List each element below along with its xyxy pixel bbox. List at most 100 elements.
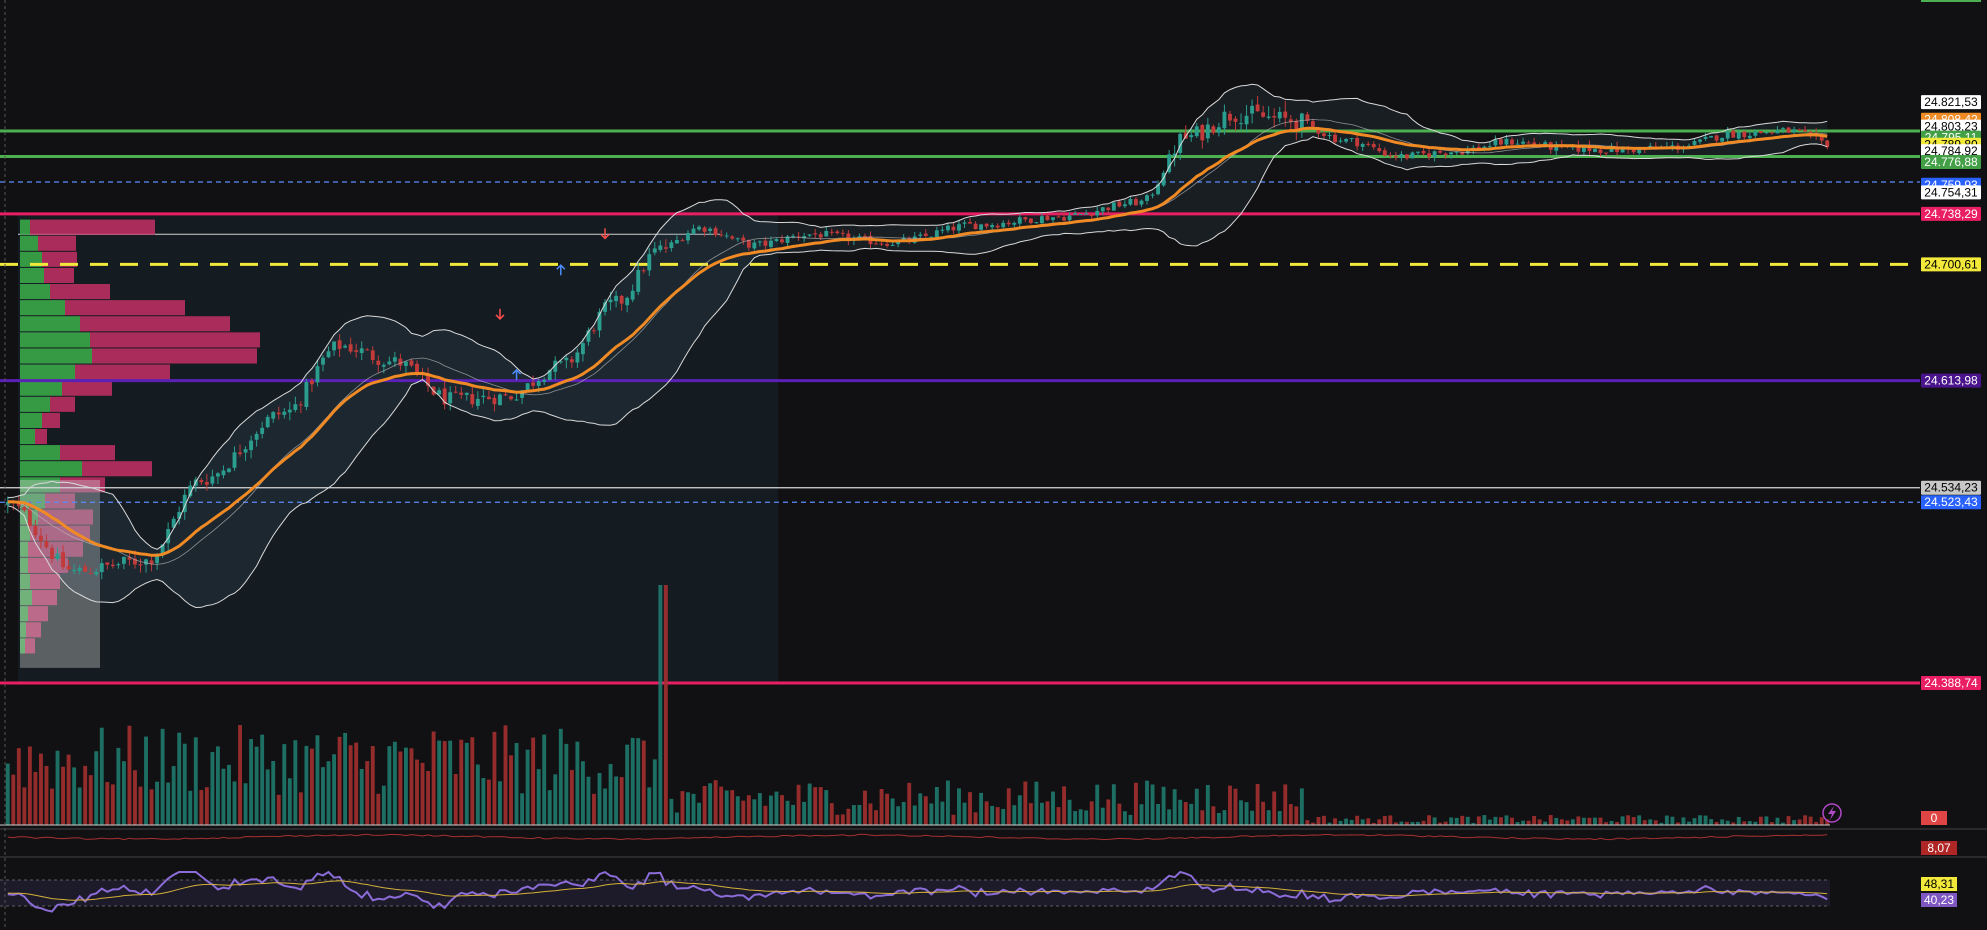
candle-body [1493,139,1498,146]
volume-bar [243,783,248,825]
profile-buy-bar [20,267,44,284]
price-label-bg [1921,257,1981,272]
profile-sell-bar [92,348,257,364]
candle-body [437,390,442,395]
candle-body [144,559,148,565]
candle-body [1122,204,1127,207]
candle-body [1709,136,1714,138]
candle-body [155,554,160,564]
profile-buy-bar [20,364,75,380]
candle-body [392,357,397,362]
price-label: 24.784,92 [1921,144,1981,159]
candle-body [691,228,696,235]
candle-body [50,547,54,559]
candle-body [509,396,513,400]
volume-bar [1504,815,1509,825]
profile-sell-bar [80,316,230,332]
profile-buy-bar [20,590,32,606]
profile-buy-bar [20,573,30,590]
volume-bar [896,806,901,825]
volume-bar [934,787,939,825]
candle-body [918,234,923,236]
volume-bar [1808,816,1813,825]
candle-body [459,392,464,395]
profile-sell-bar [60,445,115,461]
indicator-value-label-text: 8,07 [1927,841,1951,855]
candle-body [603,302,607,312]
signal-arrow-up [556,264,566,276]
volume-bar [492,731,497,825]
profile-buy-bar [20,332,90,348]
candle-body [1360,143,1365,147]
volume-bar [1587,817,1592,825]
profile-sell-bar [38,509,93,525]
candle-body [1283,111,1288,118]
profile-buy-bar [20,396,50,412]
price-label-text: 24.523,43 [1924,495,1978,509]
candle-body [492,397,497,405]
volume-bar [818,787,823,825]
volume-zero-label-bg [1921,811,1947,825]
volume-bar [94,751,99,825]
candle-body [1028,218,1033,223]
volume-bar [1305,820,1310,825]
volume-bar [459,739,464,825]
candle-body [249,440,254,451]
volume-bar [1360,819,1365,825]
candle-body [1172,153,1177,157]
candle-body [1205,124,1210,139]
candle-body [215,473,220,477]
volume-bar [359,768,364,825]
volume-bar [1122,811,1127,825]
bollinger-upper [7,83,1828,550]
volume-bar [1095,784,1100,825]
volume-bar [1178,799,1183,825]
profile-sell-bar [25,638,35,654]
price-label: 24.534,23 [1921,480,1981,495]
candle-body [227,468,231,472]
candle-body [1228,113,1232,121]
signal-arrow-up [512,368,522,380]
volume-bar [1499,817,1503,825]
ema-curve [7,126,1828,557]
volume-bar [824,790,829,825]
volume-bar [337,736,342,825]
volume-bar [1333,818,1337,825]
candle-body [1078,214,1083,216]
candle-body [923,233,928,236]
price-label-bg [1921,206,1981,221]
volume-bar [968,792,972,825]
candle-body [1714,135,1719,141]
volume-bar [531,737,536,825]
price-label-bg [1921,155,1981,170]
volume-bars [0,585,1830,826]
candle-body [531,382,536,386]
candle-body [1261,112,1266,117]
volume-bar [1322,815,1326,825]
volume-bar [1078,809,1083,825]
candle-body [1216,127,1221,133]
bollinger-basis [7,118,1828,565]
volume-bar [929,803,934,825]
volume-bar [1338,820,1343,825]
volume-bar [309,748,314,825]
candle-body [520,390,525,398]
volume-bar [746,795,751,825]
candle-body [1554,144,1559,151]
candle-body [1034,222,1039,224]
candle-body [33,526,38,536]
candle-body [72,569,77,571]
volume-bar [1714,821,1719,825]
volume-bar [1034,781,1039,825]
volume-bar [1637,815,1642,825]
volume-bar [1377,819,1382,825]
volume-bar [851,805,856,825]
candle-body [1510,139,1514,145]
candle-body [359,348,364,354]
volume-bar [1742,821,1747,825]
volume-bar [608,763,613,825]
volume-bar [1001,808,1006,825]
volume-bar [575,741,580,825]
